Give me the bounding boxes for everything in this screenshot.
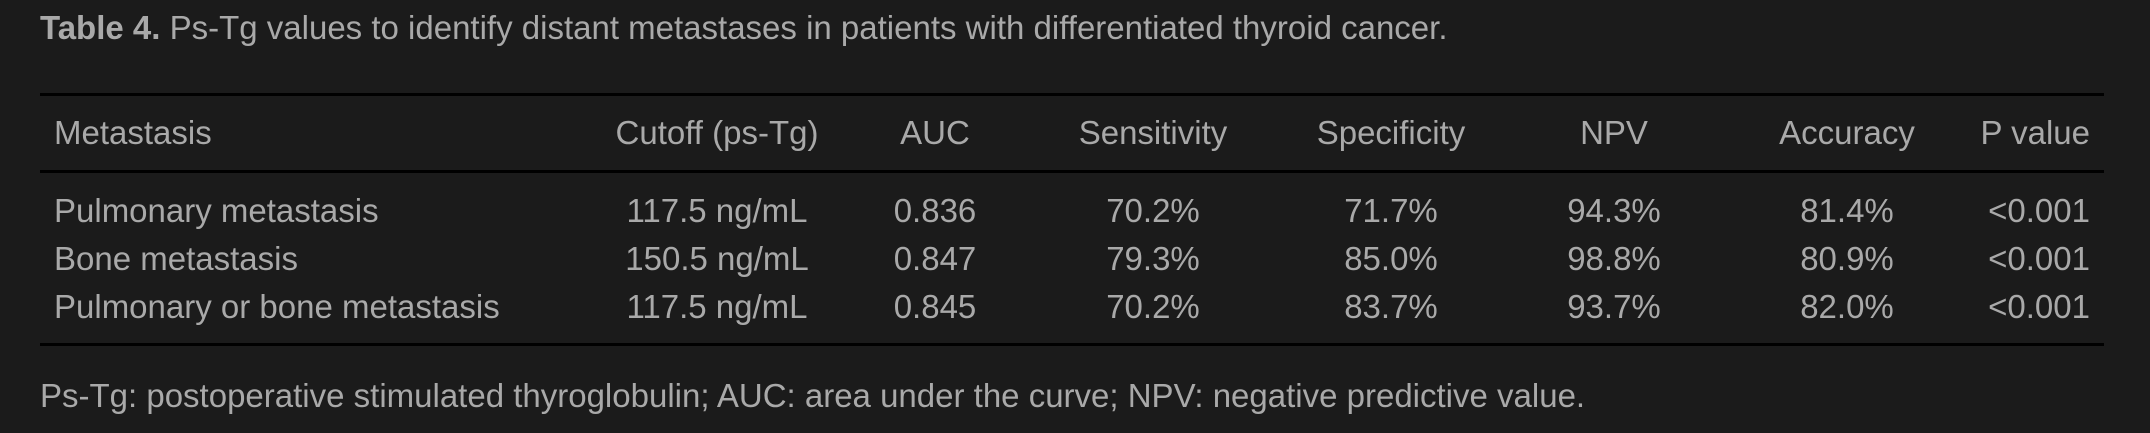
cell-npv: 98.8% xyxy=(1567,240,1661,277)
data-table-container: Metastasis Cutoff (ps-Tg) AUC Sensitivit… xyxy=(40,93,2104,346)
data-table: Metastasis Cutoff (ps-Tg) AUC Sensitivit… xyxy=(40,93,2104,346)
table-row: Pulmonary or bone metastasis 117.5 ng/mL… xyxy=(40,283,2104,345)
cell-cutoff: 117.5 ng/mL xyxy=(626,288,808,325)
cell-metastasis: Bone metastasis xyxy=(54,240,298,277)
cell-p-value: <0.001 xyxy=(1988,240,2090,277)
cell-p-value: <0.001 xyxy=(1988,288,2090,325)
cell-accuracy: 82.0% xyxy=(1800,288,1894,325)
cell-accuracy: 80.9% xyxy=(1800,240,1894,277)
table-footnote: Ps-Tg: postoperative stimulated thyroglo… xyxy=(40,377,1586,414)
header-p-value: P value xyxy=(1980,114,2090,151)
header-metastasis: Metastasis xyxy=(54,114,212,151)
header-accuracy: Accuracy xyxy=(1779,114,1915,151)
header-auc: AUC xyxy=(900,114,970,151)
table-caption: Table 4. Ps-Tg values to identify distan… xyxy=(40,8,1448,48)
cell-auc: 0.845 xyxy=(893,288,977,325)
cell-auc: 0.847 xyxy=(893,240,977,277)
header-npv: NPV xyxy=(1580,114,1648,151)
cell-sensitivity: 70.2% xyxy=(1106,288,1200,325)
table-caption-text: Ps-Tg values to identify distant metasta… xyxy=(160,9,1448,46)
header-sensitivity: Sensitivity xyxy=(1078,114,1228,151)
cell-specificity: 83.7% xyxy=(1344,288,1438,325)
cell-npv: 93.7% xyxy=(1567,288,1661,325)
cell-sensitivity: 79.3% xyxy=(1106,240,1200,277)
cell-accuracy: 81.4% xyxy=(1800,192,1894,229)
table-caption-label: Table 4. xyxy=(40,9,161,46)
cell-npv: 94.3% xyxy=(1567,192,1661,229)
cell-metastasis: Pulmonary or bone metastasis xyxy=(54,288,500,325)
table-row: Bone metastasis 150.5 ng/mL 0.847 79.3% … xyxy=(40,235,2104,283)
cell-specificity: 85.0% xyxy=(1344,240,1438,277)
cell-sensitivity: 70.2% xyxy=(1106,192,1200,229)
cell-auc: 0.836 xyxy=(893,192,977,229)
cell-specificity: 71.7% xyxy=(1344,192,1438,229)
header-cutoff: Cutoff (ps-Tg) xyxy=(615,114,819,151)
cell-metastasis: Pulmonary metastasis xyxy=(54,192,379,229)
cell-cutoff: 117.5 ng/mL xyxy=(626,192,808,229)
cell-cutoff: 150.5 ng/mL xyxy=(625,240,809,277)
cell-p-value: <0.001 xyxy=(1988,192,2090,229)
table-row: Pulmonary metastasis 117.5 ng/mL 0.836 7… xyxy=(40,172,2104,236)
table-header-row: Metastasis Cutoff (ps-Tg) AUC Sensitivit… xyxy=(40,94,2104,172)
header-specificity: Specificity xyxy=(1316,114,1466,151)
